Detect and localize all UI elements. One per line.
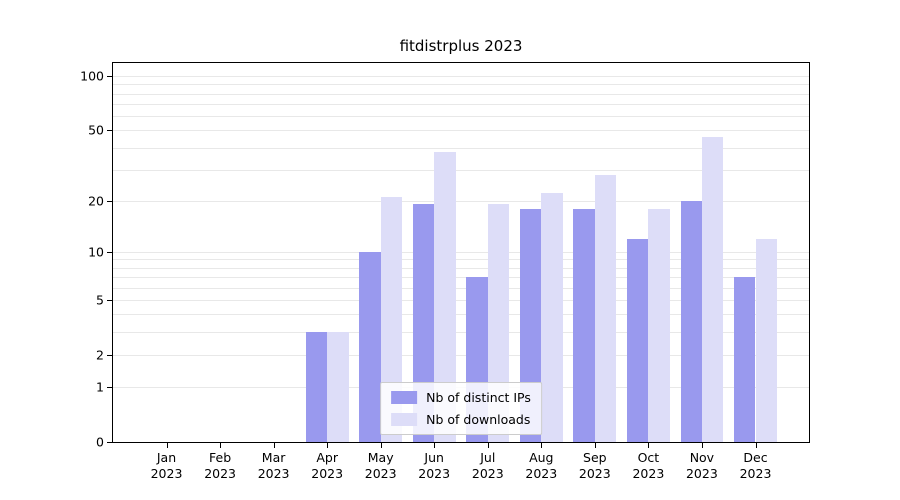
y-tick-label: 1 (96, 379, 104, 395)
x-tick-mark (220, 443, 222, 448)
x-tick-label: Jul 2023 (471, 450, 504, 482)
x-tick-label: Nov 2023 (685, 450, 718, 482)
y-tick-label: 0 (96, 434, 104, 450)
x-tick-mark (541, 443, 543, 448)
y-tick-mark (107, 251, 112, 253)
gridline (113, 169, 809, 171)
gridline (113, 259, 809, 261)
y-tick-label: 100 (80, 68, 104, 84)
bar-distinct-ips (680, 200, 702, 442)
x-tick-label: Jun 2023 (418, 450, 451, 482)
gridline (113, 251, 809, 253)
gridline (113, 147, 809, 149)
y-tick-mark (107, 442, 112, 443)
gridline (113, 314, 809, 316)
x-tick-mark (594, 443, 596, 448)
bar-downloads (594, 175, 617, 442)
legend: Nb of distinct IPs Nb of downloads (380, 382, 542, 435)
gridline (113, 76, 809, 77)
gridline (113, 299, 809, 301)
y-tick-label: 2 (96, 347, 104, 363)
x-tick-label: Feb 2023 (204, 450, 236, 482)
x-tick-label: Aug 2023 (525, 450, 558, 482)
legend-swatch-downloads (391, 413, 418, 426)
x-tick-mark (434, 443, 436, 448)
bar-downloads (327, 332, 349, 442)
bar-downloads (648, 208, 670, 442)
bar-downloads (434, 151, 456, 442)
x-tick-label: Apr 2023 (311, 450, 344, 482)
gridline (113, 93, 809, 95)
gridline (113, 267, 809, 269)
y-tick-mark (107, 76, 112, 77)
gridline (113, 354, 809, 356)
y-tick-mark (107, 200, 112, 202)
bar-distinct-ips (734, 277, 756, 442)
y-tick-mark (107, 299, 112, 301)
y-tick-label: 10 (88, 244, 104, 260)
legend-swatch-distinct-ips (391, 391, 418, 404)
y-tick-mark (107, 387, 112, 388)
y-tick-mark (107, 354, 112, 356)
x-tick-label: Jan 2023 (150, 450, 183, 482)
legend-item-distinct-ips: Nb of distinct IPs (391, 390, 531, 405)
gridline (113, 277, 809, 279)
gridline (113, 287, 809, 289)
bar-distinct-ips (573, 208, 595, 442)
x-tick-mark (648, 443, 650, 448)
bar-downloads (755, 238, 777, 442)
bar-distinct-ips (627, 238, 649, 442)
legend-item-downloads: Nb of downloads (391, 412, 531, 427)
x-tick-mark (273, 443, 275, 448)
y-tick-label: 5 (96, 292, 104, 308)
x-tick-label: Dec 2023 (739, 450, 772, 482)
gridline (113, 332, 809, 334)
y-tick-mark (107, 130, 112, 132)
gridline (113, 130, 809, 132)
bar-downloads (541, 193, 563, 442)
x-tick-label: May 2023 (364, 450, 397, 482)
x-tick-mark (380, 443, 382, 448)
x-tick-label: Oct 2023 (632, 450, 665, 482)
gridline (113, 200, 809, 202)
x-tick-label: Mar 2023 (257, 450, 290, 482)
bar-distinct-ips (305, 332, 328, 442)
x-tick-label: Sep 2023 (578, 450, 611, 482)
x-tick-mark (166, 443, 168, 448)
bar-downloads (380, 196, 403, 442)
y-tick-label: 50 (88, 122, 104, 138)
x-tick-mark (755, 443, 757, 448)
legend-label-downloads: Nb of downloads (426, 412, 531, 427)
x-tick-mark (487, 443, 489, 448)
bar-distinct-ips (359, 251, 381, 442)
chart-title: fitdistrplus 2023 (399, 37, 523, 55)
x-tick-mark (701, 443, 703, 448)
bar-downloads (701, 136, 724, 442)
gridline (113, 116, 809, 117)
gridline (113, 104, 809, 105)
y-tick-label: 20 (88, 193, 104, 209)
plot-area: Nb of distinct IPs Nb of downloads (112, 62, 810, 443)
legend-label-distinct-ips: Nb of distinct IPs (426, 390, 531, 405)
gridline (113, 84, 809, 86)
x-tick-mark (327, 443, 329, 448)
